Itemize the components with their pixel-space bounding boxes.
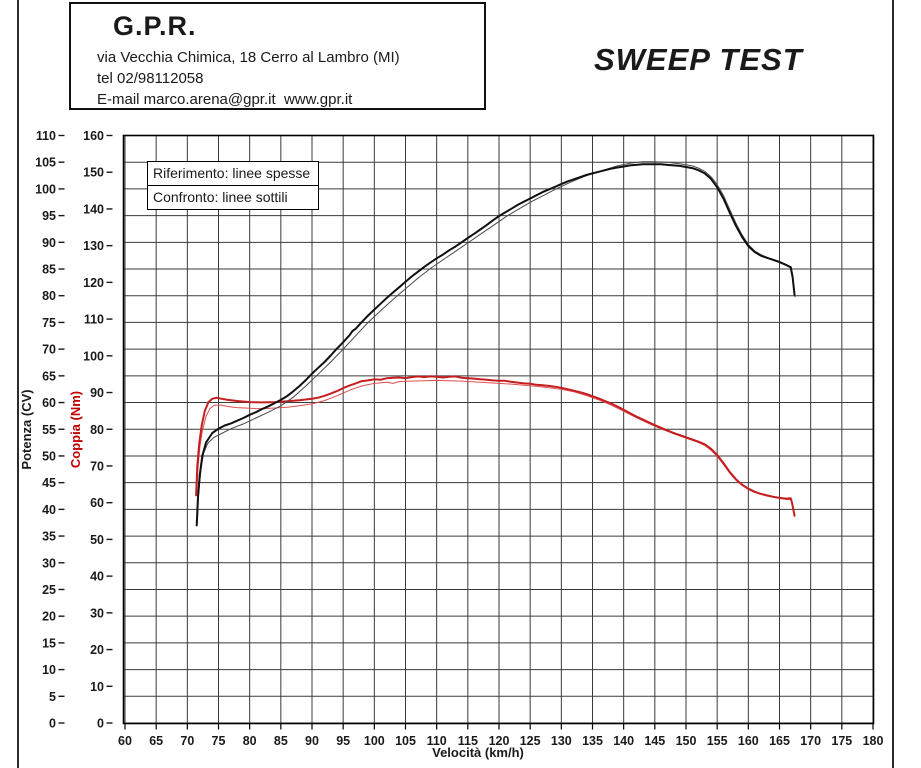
svg-text:20: 20 [90,643,104,657]
svg-text:45: 45 [42,476,56,490]
svg-text:135: 135 [582,734,603,748]
svg-text:105: 105 [395,734,416,748]
company-name: G.P.R. [113,11,197,41]
svg-text:155: 155 [707,734,728,748]
x-axis: 60 65 70 75 80 85 90 95 100 105 110 115 120 125 130 135… [118,723,884,760]
report-title: SWEEP TEST [594,42,803,77]
svg-text:90: 90 [305,734,319,748]
svg-text:75: 75 [212,734,226,748]
svg-text:160: 160 [738,734,759,748]
svg-text:130: 130 [83,239,104,253]
svg-text:100: 100 [35,182,56,196]
y-axis-torque: 0 10 20 30 40 50 60 70 80 90 100 110 120 130 140 150 160… [68,129,113,731]
svg-text:40: 40 [90,570,104,584]
svg-text:0: 0 [49,717,56,731]
svg-text:160: 160 [83,129,104,143]
svg-text:80: 80 [42,289,56,303]
svg-text:20: 20 [42,610,56,624]
svg-text:70: 70 [42,343,56,357]
svg-text:65: 65 [149,734,163,748]
chart-grid [123,135,874,724]
legend-reference-entry: Riferimento: linee spesse [148,162,319,186]
svg-text:10: 10 [90,680,104,694]
svg-text:140: 140 [83,202,104,216]
company-email-web: E-mail marco.arena@gpr.it www.gpr.it [97,91,353,108]
svg-text:15: 15 [42,636,56,650]
svg-text:180: 180 [863,734,884,748]
svg-text:170: 170 [800,734,821,748]
svg-text:65: 65 [42,369,56,383]
power-reference-curve [195,163,796,527]
svg-text:35: 35 [42,530,56,544]
svg-text:120: 120 [489,734,510,748]
legend-comparison-entry: Confronto: linee sottili [153,189,288,205]
power-comparison-curve [196,161,796,524]
page-right-border [892,0,894,768]
svg-text:25: 25 [42,583,56,597]
svg-text:0: 0 [97,717,104,731]
svg-text:125: 125 [520,734,541,748]
svg-text:50: 50 [90,533,104,547]
svg-text:70: 70 [90,459,104,473]
svg-text:95: 95 [42,209,56,223]
svg-text:110: 110 [84,313,104,327]
svg-text:80: 80 [243,734,257,748]
svg-text:70: 70 [180,734,194,748]
svg-text:150: 150 [83,166,104,180]
svg-text:110: 110 [36,129,56,143]
svg-text:95: 95 [336,734,350,748]
company-phone: tel 02/98112058 [97,70,204,87]
svg-text:60: 60 [42,396,56,410]
svg-text:85: 85 [274,734,288,748]
svg-text:105: 105 [35,156,56,170]
svg-text:60: 60 [118,734,132,748]
svg-text:90: 90 [42,236,56,250]
company-address: via Vecchia Chimica, 18 Cerro al Lambro … [97,49,400,66]
svg-text:130: 130 [551,734,572,748]
page-left-border [17,0,19,768]
svg-text:60: 60 [90,496,104,510]
svg-text:75: 75 [42,316,56,330]
y-axis-power: 0 5 10 15 20 25 30 35 40 45 50 55 60 65 70 75 80 85 90 95 10… [19,129,65,731]
svg-text:100: 100 [83,349,104,363]
svg-text:90: 90 [90,386,104,400]
svg-text:5: 5 [49,690,56,704]
svg-text:55: 55 [42,423,56,437]
torque-reference-curve [195,375,796,517]
svg-text:40: 40 [42,503,56,517]
company-info-box: G.P.R. via Vecchia Chimica, 18 Cerro al … [69,2,486,110]
svg-text:115: 115 [458,734,478,748]
svg-text:10: 10 [42,663,56,677]
svg-text:150: 150 [676,734,697,748]
chart-legend: Riferimento: linee spesse Confronto: lin… [147,161,320,210]
svg-text:30: 30 [42,556,56,570]
svg-text:175: 175 [831,734,852,748]
svg-text:140: 140 [613,734,634,748]
svg-text:Potenza (CV): Potenza (CV) [19,389,34,469]
svg-text:120: 120 [83,276,104,290]
svg-text:85: 85 [42,263,56,277]
svg-text:165: 165 [769,734,790,748]
svg-text:50: 50 [42,449,56,463]
svg-text:145: 145 [644,734,665,748]
svg-text:80: 80 [90,423,104,437]
svg-text:30: 30 [90,606,104,620]
svg-text:Coppia (Nm): Coppia (Nm) [68,391,83,468]
svg-text:100: 100 [364,734,385,748]
svg-text:Velocità (km/h): Velocità (km/h) [432,745,524,760]
svg-text:110: 110 [427,734,447,748]
